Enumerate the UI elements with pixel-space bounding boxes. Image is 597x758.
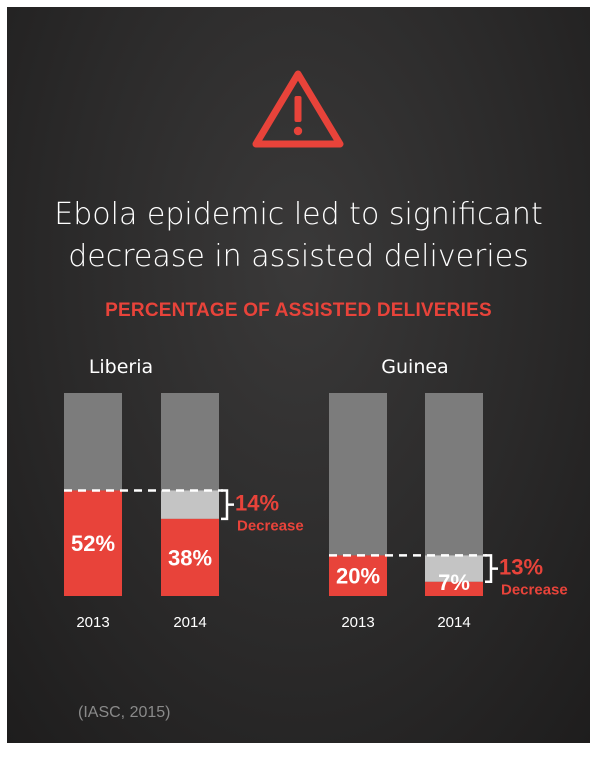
liberia-bar-2014	[161, 518, 219, 596]
guinea-year-label-2014: 2014	[437, 614, 470, 631]
liberia-value-label-2013: 52%	[71, 531, 115, 556]
source-citation: (IASC, 2015)	[78, 704, 171, 721]
liberia-value-label-2014: 38%	[168, 545, 212, 570]
guinea-value-label-2014: 7%	[438, 570, 470, 595]
guinea-bar-2014	[425, 581, 483, 596]
liberia-label: Liberia	[89, 356, 153, 378]
guinea-bracket	[485, 554, 498, 584]
liberia-decrease-value: 14%	[235, 491, 279, 516]
liberia-year-label-2013: 2013	[76, 614, 109, 631]
liberia-bracket	[221, 489, 234, 521]
guinea-decrease-value: 13%	[499, 555, 543, 580]
title-line-1: Ebola epidemic led to significant	[54, 197, 543, 232]
chart-subtitle: PERCENTAGE OF ASSISTED DELIVERIES	[105, 300, 492, 321]
guinea-label: Guinea	[381, 356, 448, 378]
liberia-decrease-label: Decrease	[237, 518, 304, 535]
liberia-year-label-2014: 2014	[173, 614, 206, 631]
guinea-decrease-segment	[425, 555, 483, 582]
guinea-decrease-label: Decrease	[501, 582, 568, 599]
liberia-decrease-segment	[161, 490, 219, 519]
guinea-value-label-2013: 20%	[336, 564, 380, 589]
liberia-bar-2013	[64, 490, 122, 596]
title-line-2: decrease in assisted deliveries	[68, 239, 529, 274]
guinea-bar-2013	[329, 555, 387, 596]
guinea-year-label-2013: 2013	[341, 614, 374, 631]
warning-icon	[252, 70, 344, 148]
